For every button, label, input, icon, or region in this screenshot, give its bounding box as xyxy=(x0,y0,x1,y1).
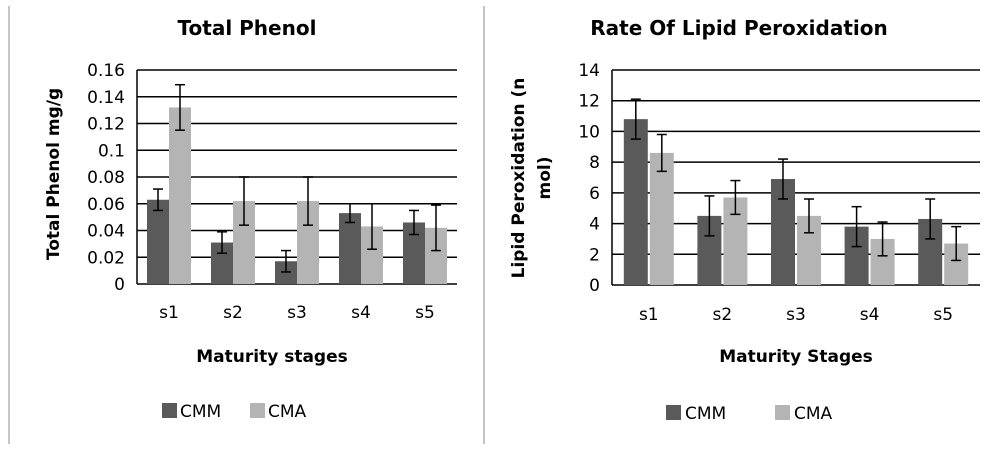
error-bar-cma-s5 xyxy=(431,204,441,252)
legend-label-cma: CMA xyxy=(268,402,307,422)
bar-cmm-s5 xyxy=(403,222,425,284)
total-phenol-chart: Total Phenol Maturity stages Total Pheno… xyxy=(44,16,457,422)
chart-title: Rate Of Lipid Peroxidation xyxy=(590,16,888,40)
error-bar-cmm-s5 xyxy=(925,198,936,240)
y-tick-label: 0.1 xyxy=(98,141,125,161)
y-tick-label: 0.02 xyxy=(87,248,125,268)
y-tick-label: 0.04 xyxy=(87,222,125,242)
legend: CMM CMA xyxy=(666,404,833,424)
x-tick-label: s5 xyxy=(415,303,435,323)
x-tick-label: s2 xyxy=(713,305,733,325)
error-bar-cma-s4 xyxy=(367,203,377,250)
error-bar-cma-s3 xyxy=(303,176,313,226)
x-tick-label: s1 xyxy=(639,305,659,325)
y-axis-title-line-2: mol) xyxy=(535,157,555,200)
y-tick-label: 8 xyxy=(589,153,600,173)
bar-cmm-s4 xyxy=(339,213,361,284)
y-tick-label: 10 xyxy=(578,122,600,142)
x-axis-title: Maturity Stages xyxy=(719,347,873,367)
error-bar-cmm-s2 xyxy=(704,195,715,237)
y-tick-label: 0.16 xyxy=(87,61,125,81)
bar-cmm-s2 xyxy=(211,242,233,284)
x-axis-title: Maturity stages xyxy=(196,347,348,367)
bar-cmm-s1 xyxy=(623,119,648,286)
y-tick-label: 0 xyxy=(589,276,600,296)
error-bar-cma-s1 xyxy=(175,83,185,131)
legend-label-cmm: CMM xyxy=(180,402,221,422)
error-bar-cma-s2 xyxy=(239,176,249,226)
y-tick-label: 0.14 xyxy=(87,88,125,108)
x-tick-label: s1 xyxy=(159,303,179,323)
x-tick-label: s5 xyxy=(933,305,953,325)
error-bar-cma-s2 xyxy=(730,179,741,216)
error-bar-cmm-s3 xyxy=(281,249,291,273)
error-bar-cma-s5 xyxy=(951,225,962,262)
error-bar-cmm-s4 xyxy=(345,203,355,224)
y-tick-label: 0.08 xyxy=(87,168,125,188)
error-bar-cma-s1 xyxy=(656,133,667,173)
bar-cmm-s1 xyxy=(147,199,169,284)
error-bar-cma-s4 xyxy=(877,221,888,257)
y-axis-title: Total Phenol mg/g xyxy=(44,88,64,260)
legend-label-cma: CMA xyxy=(794,404,833,424)
bar-cma-s1 xyxy=(649,152,674,285)
y-tick-label: 6 xyxy=(589,184,600,204)
x-tick-label: s4 xyxy=(860,305,880,325)
bar-cma-s3 xyxy=(297,201,319,284)
bar-cma-s2 xyxy=(233,201,255,284)
y-tick-label: 12 xyxy=(578,92,600,112)
y-axis-title-line-1: Lipid Peroxidation (n xyxy=(509,78,529,279)
error-bar-cmm-s2 xyxy=(217,231,227,254)
error-bar-cmm-s5 xyxy=(409,209,419,236)
x-tick-label: s3 xyxy=(287,303,307,323)
y-tick-label: 14 xyxy=(578,61,600,81)
error-bar-cmm-s3 xyxy=(778,158,788,200)
y-tick-label: 2 xyxy=(589,245,600,265)
legend-swatch-cma xyxy=(775,405,790,420)
error-bar-cmm-s1 xyxy=(153,188,163,212)
lipid-peroxidation-chart: Rate Of Lipid Peroxidation Maturity Stag… xyxy=(509,16,980,424)
y-tick-label: 0 xyxy=(114,275,125,295)
x-tick-label: s4 xyxy=(351,303,371,323)
chart-title: Total Phenol xyxy=(178,16,317,40)
legend-swatch-cma xyxy=(250,403,265,418)
x-tick-label: s2 xyxy=(223,303,243,323)
error-bar-cma-s3 xyxy=(804,198,814,234)
y-tick-label: 4 xyxy=(589,215,600,235)
bar-cma-s4 xyxy=(361,226,383,284)
legend-swatch-cmm xyxy=(666,405,681,420)
error-bar-cmm-s1 xyxy=(630,98,641,140)
legend-label-cmm: CMM xyxy=(685,404,726,424)
y-tick-label: 0.06 xyxy=(87,195,125,215)
error-bar-cmm-s4 xyxy=(851,205,862,248)
legend: CMM CMA xyxy=(162,402,307,422)
bar-cma-s1 xyxy=(169,107,191,284)
x-tick-label: s3 xyxy=(786,305,806,325)
y-tick-label: 0.12 xyxy=(87,115,125,135)
legend-swatch-cmm xyxy=(162,403,177,418)
bar-cma-s5 xyxy=(425,227,447,284)
